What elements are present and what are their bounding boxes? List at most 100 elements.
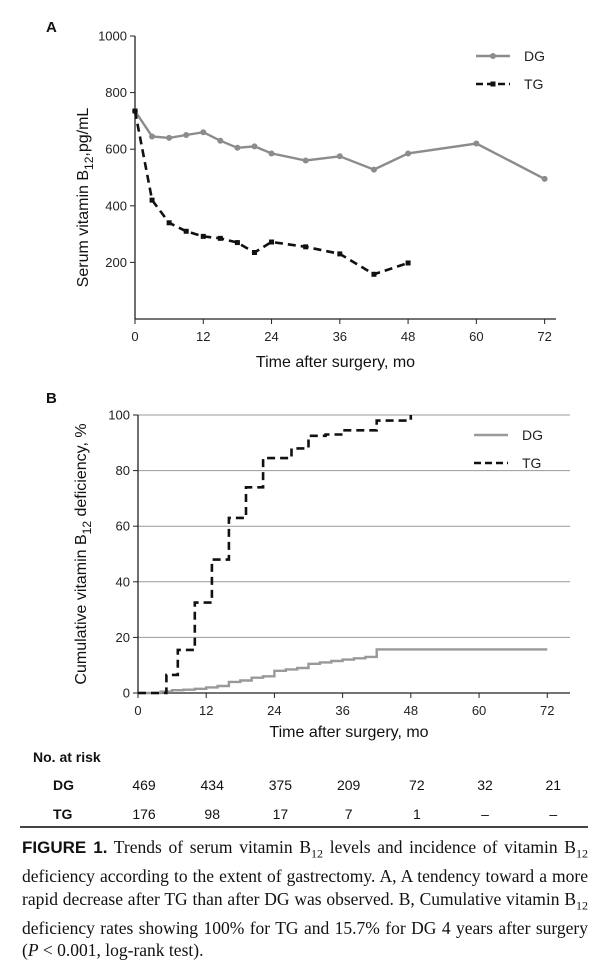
panel-a-y-tick-label: 1000	[98, 29, 127, 44]
panel-a-point-dg	[166, 134, 173, 141]
panel-a-x-tick-label: 0	[131, 329, 138, 344]
risk-cell-tg: –	[549, 806, 557, 822]
panel-a-point-dg	[541, 175, 548, 182]
caption-sub-1: 12	[311, 846, 324, 861]
panel-b-y-tick-label: 20	[116, 630, 130, 645]
panel-a-point-dg	[217, 137, 224, 144]
risk-cell-tg: 7	[345, 806, 353, 822]
risk-row-label-tg: TG	[53, 806, 73, 822]
panel-a-point-dg	[405, 150, 412, 157]
risk-cell-dg: 21	[545, 777, 561, 793]
panel-a-point-tg	[166, 220, 172, 226]
panel-a-legend-tg-marker	[490, 81, 496, 87]
panel-a-point-dg	[234, 144, 241, 151]
panel-a-x-tick-label: 24	[264, 329, 278, 344]
panel-a-y-tick-label: 800	[105, 85, 127, 100]
panel-b-y-tick-label: 80	[116, 463, 130, 478]
panel-b-x-tick-label: 12	[199, 703, 213, 718]
panel-a-point-dg	[149, 133, 156, 140]
panel-a-point-tg	[251, 249, 257, 255]
risk-cell-tg: –	[481, 806, 489, 822]
panel-a-point-dg	[302, 157, 309, 164]
panel-b-x-tick-label: 72	[540, 703, 554, 718]
panel-a-legend-dg-marker	[490, 53, 496, 59]
risk-cell-dg: 72	[409, 777, 425, 793]
panel-b-y-title-unit: deficiency, %	[73, 423, 90, 521]
panel-b-y-tick-label: 40	[116, 574, 130, 589]
panel-a-y-tick-label: 400	[105, 198, 127, 213]
panel-b-x-tick-label: 0	[134, 703, 141, 718]
panel-b-x-tick-label: 60	[472, 703, 486, 718]
panel-b-y-title-subscript: 12	[80, 521, 94, 535]
caption-text-1: Trends of serum vitamin B	[107, 837, 312, 857]
panel-b-chart: B 0 20 40 60 80 100 0 12 24 36 48 60 72 Time after sur…	[46, 390, 570, 741]
panel-b-x-tick-label: 36	[335, 703, 349, 718]
panel-a-point-tg	[217, 235, 223, 241]
caption-label: FIGURE 1.	[22, 838, 108, 857]
panel-a-y-tick-label: 200	[105, 255, 127, 270]
panel-b-series-dg-curve	[138, 648, 548, 695]
panel-a-point-dg	[473, 140, 480, 147]
panel-a-label: A	[46, 19, 57, 36]
panel-a-x-tick-label: 36	[333, 329, 347, 344]
panel-a-point-tg	[132, 108, 138, 114]
panel-a-chart: A 200 400 600 800 1000 0 12 24 36 48 60 72 Time after…	[46, 19, 556, 371]
panel-a-point-tg	[269, 239, 275, 245]
panel-a-y-title-text: Serum vitamin B	[75, 170, 92, 287]
panel-b-legend-dg-label: DG	[522, 427, 543, 443]
panel-a-x-tick-label: 72	[537, 329, 551, 344]
caption-p-value: P	[27, 940, 39, 960]
caption-divider	[20, 826, 588, 828]
panel-a-series-dg-line	[134, 110, 546, 180]
panel-a-point-dg	[370, 166, 377, 173]
panel-a-y-tick-label: 600	[105, 142, 127, 157]
panel-a-point-dg	[336, 153, 343, 160]
panel-a-point-tg	[405, 260, 411, 266]
risk-table: No. at risk DG 469 434 375 209 72 32 21 TG 176 98 1 7…	[33, 749, 561, 822]
panel-a-x-axis-title: Time after surgery, mo	[256, 354, 415, 371]
caption-text-4: deficiency rates showing 100% for TG and…	[22, 917, 588, 961]
caption-text-2: levels and incidence of vitamin B	[323, 837, 576, 857]
panel-b-x-axis-title: Time after surgery, mo	[269, 724, 428, 741]
risk-cell-tg: 98	[204, 806, 220, 822]
panel-a-point-tg	[303, 244, 309, 250]
panel-a-point-tg	[234, 240, 240, 246]
caption-text-5: < 0.001, log-rank test).	[38, 940, 204, 960]
panel-b-y-tick-label: 0	[123, 686, 130, 701]
panel-b-label: B	[46, 390, 57, 407]
panel-a-legend-dg-label: DG	[524, 48, 545, 64]
panel-a-legend-tg-label: TG	[524, 76, 543, 92]
panel-b-y-axis-title: Cumulative vitamin B12 deficiency, %	[73, 423, 94, 684]
panel-b-x-tick-label: 48	[404, 703, 418, 718]
panel-a-series-tg-line	[133, 110, 409, 276]
risk-cell-dg: 434	[201, 777, 225, 793]
risk-cell-dg: 375	[269, 777, 293, 793]
panel-a-point-tg	[149, 197, 155, 203]
caption-text-3: deficiency according to the extent of ga…	[22, 866, 588, 909]
panel-a-y-title-subscript: 12	[82, 156, 96, 170]
risk-table-title: No. at risk	[33, 749, 101, 765]
risk-cell-tg: 176	[132, 806, 156, 822]
panel-a-point-dg	[183, 132, 190, 139]
panel-a-point-tg	[337, 251, 343, 257]
panel-a-point-tg	[371, 271, 377, 277]
risk-cell-dg: 469	[132, 777, 156, 793]
risk-cell-tg: 1	[413, 806, 421, 822]
panel-a-legend: DG TG	[476, 48, 545, 92]
panel-a-x-tick-label: 48	[401, 329, 415, 344]
risk-cell-dg: 32	[477, 777, 493, 793]
panel-a-point-tg	[200, 233, 206, 239]
caption-sub-3: 12	[576, 898, 588, 912]
panel-b-x-tick-label: 24	[267, 703, 281, 718]
risk-cell-dg: 209	[337, 777, 361, 793]
panel-a-point-dg	[200, 129, 207, 136]
panel-b-y-tick-label: 100	[108, 408, 130, 423]
panel-b-series-tg-curve	[138, 415, 413, 695]
caption-sub-2: 12	[575, 846, 588, 861]
risk-row-label-dg: DG	[53, 777, 74, 793]
panel-b-legend: DG TG	[474, 427, 543, 471]
panel-b-y-tick-label: 60	[116, 519, 130, 534]
panel-a-point-tg	[183, 228, 189, 234]
panel-a-x-tick-label: 60	[469, 329, 483, 344]
